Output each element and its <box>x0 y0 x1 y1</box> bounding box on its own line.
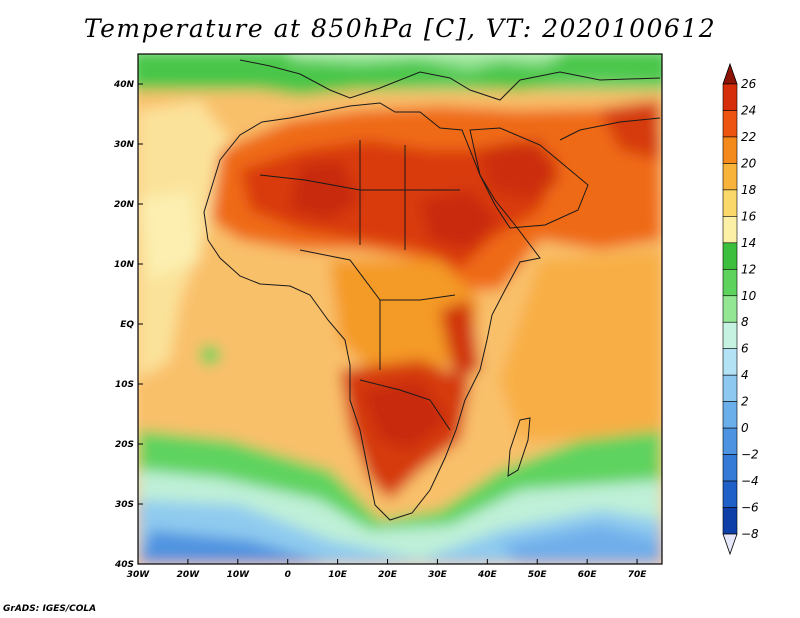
colorbar-label: −2 <box>741 448 759 462</box>
colorbar-segment <box>722 348 738 376</box>
africa-coastline <box>203 102 541 521</box>
colorbar-label: −6 <box>741 501 759 515</box>
latitude-axis: 40S 30S 20S 10S EQ 10N 20N 30N 40N <box>113 80 143 570</box>
colorbar-segment <box>722 454 738 482</box>
colorbar-label: 18 <box>741 183 757 197</box>
colorbar-label: 14 <box>741 236 756 250</box>
colorbar-segment <box>722 480 738 508</box>
colorbar-label: 24 <box>741 103 756 117</box>
map-title: Temperature at 850hPa [C], VT: 202010061… <box>83 14 717 43</box>
map-frame <box>137 53 663 565</box>
temperature-field <box>138 54 662 564</box>
lon-tick-label: 30W <box>127 570 151 580</box>
colorbar-segment <box>722 321 738 350</box>
colorbar-segment <box>722 163 738 191</box>
lon-tick-label: 20E <box>378 570 398 580</box>
colorbar-label: 16 <box>741 209 757 223</box>
colorbar-label: 0 <box>741 421 749 435</box>
colorbar-label: 8 <box>741 315 749 329</box>
colorbar-segment <box>722 507 738 535</box>
colorbar-label: 12 <box>741 262 756 276</box>
grads-credit: GrADS: IGES/COLA <box>3 604 97 614</box>
colorbar-label: −4 <box>741 474 759 488</box>
lat-tick-label: EQ <box>120 320 134 330</box>
coastline-layer <box>203 59 661 521</box>
colorbar-bottom-arrow <box>722 533 738 556</box>
colorbar-segment <box>722 242 738 270</box>
colorbar-label: −8 <box>741 527 759 541</box>
colorbar-segment <box>722 401 738 429</box>
longitude-axis: 30W 20W 10W 0 10E 20E 30E 40E 50E 60E 70E <box>127 559 647 580</box>
lon-tick-label: 0 <box>285 570 291 580</box>
colorbar-label: 4 <box>741 368 749 382</box>
lat-tick-label: 10S <box>115 380 134 390</box>
lon-tick-label: 30E <box>428 570 448 580</box>
madagascar-coastline <box>507 417 531 477</box>
colorbar-segment <box>722 136 738 164</box>
lat-tick-label: 10N <box>114 260 135 270</box>
arabia-coastline <box>469 127 589 229</box>
lon-tick-label: 50E <box>528 570 548 580</box>
colorbar-label: 20 <box>741 156 757 170</box>
lat-tick-label: 20S <box>115 440 134 450</box>
colorbar-segment <box>722 216 738 244</box>
lon-tick-label: 60E <box>578 570 598 580</box>
lat-tick-label: 30S <box>115 500 134 510</box>
lat-tick-label: 40N <box>113 80 135 90</box>
colorbar-label: 6 <box>741 342 749 356</box>
lon-tick-label: 70E <box>628 570 648 580</box>
colorbar-top-arrow <box>722 62 738 85</box>
lat-tick-label: 30N <box>114 140 135 150</box>
lat-tick-label: 40S <box>114 560 134 570</box>
lon-tick-label: 10W <box>227 570 251 580</box>
colorbar-segment <box>722 110 738 138</box>
lat-tick-label: 20N <box>114 200 135 210</box>
colorbar-segment <box>722 374 738 402</box>
colorbar-label: 22 <box>741 130 756 144</box>
colorbar-segment <box>722 268 738 297</box>
colorbar-label: 26 <box>741 77 757 91</box>
colorbar-label: 10 <box>741 289 757 303</box>
lon-tick-label: 40E <box>477 570 498 580</box>
colorbar-label: 2 <box>741 395 749 409</box>
colorbar-segment <box>722 189 738 217</box>
colorbar-segment <box>722 295 738 323</box>
colorbar-segment <box>722 83 738 111</box>
colorbar-segment <box>722 427 738 455</box>
lon-tick-label: 20W <box>177 570 201 580</box>
lon-tick-label: 10E <box>328 570 348 580</box>
